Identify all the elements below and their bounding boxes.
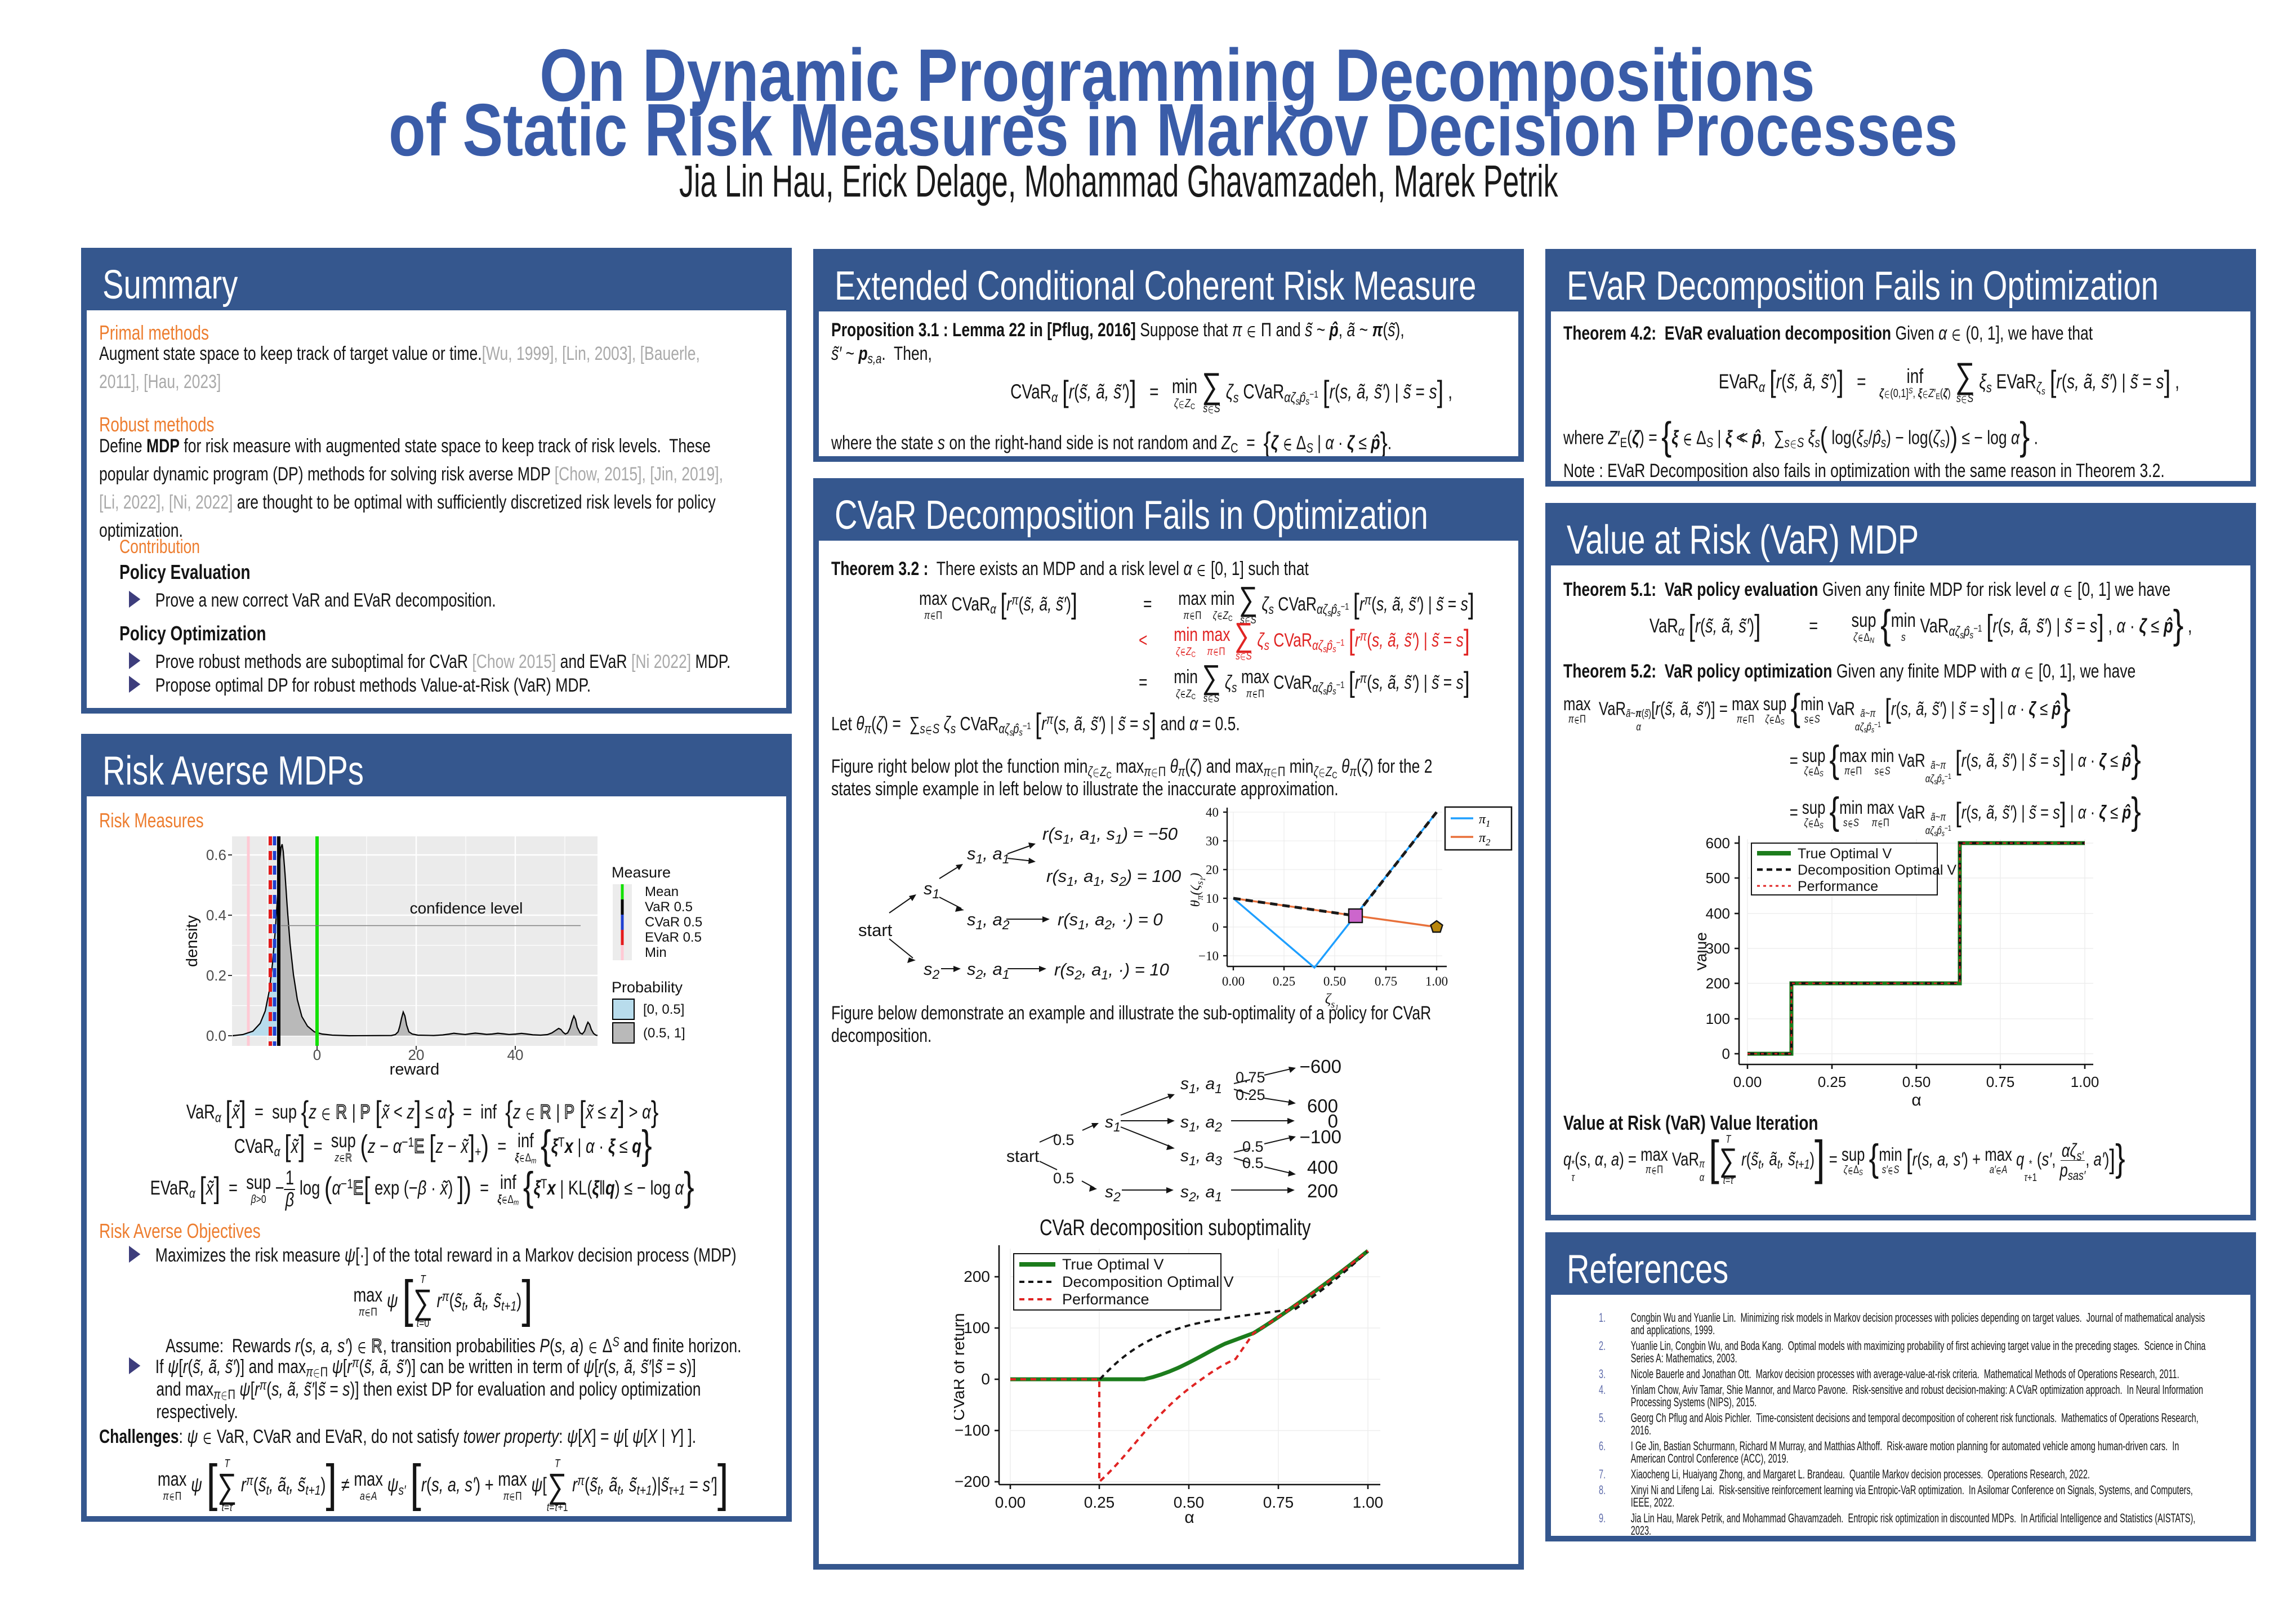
svg-text:100: 100 — [964, 1319, 990, 1336]
svg-text:300: 300 — [1706, 940, 1730, 957]
svg-text:0.5: 0.5 — [1053, 1170, 1075, 1187]
svg-text:Decomposition Optimal V: Decomposition Optimal V — [1062, 1273, 1234, 1290]
svg-text:s1: s1 — [924, 879, 939, 901]
svg-text:0.25: 0.25 — [1818, 1073, 1847, 1090]
svg-text:500: 500 — [1706, 870, 1730, 886]
svg-text:(0.5, 1]: (0.5, 1] — [643, 1026, 685, 1041]
svg-text:0.75: 0.75 — [1986, 1073, 2015, 1090]
svg-text:s1, a2: s1, a2 — [967, 910, 1010, 932]
svg-text:s2, a1: s2, a1 — [967, 959, 1010, 982]
svg-text:400: 400 — [1706, 905, 1730, 922]
svg-text:Min: Min — [645, 945, 667, 960]
svg-text:200: 200 — [964, 1268, 990, 1285]
svg-text:s1, a3: s1, a3 — [1180, 1147, 1222, 1168]
svg-text:Performance: Performance — [1798, 879, 1878, 894]
svg-text:400: 400 — [1307, 1157, 1338, 1178]
svg-text:600: 600 — [1706, 835, 1730, 852]
svg-text:−10: −10 — [1198, 949, 1219, 963]
svg-text:0: 0 — [1328, 1111, 1338, 1131]
svg-text:20: 20 — [408, 1046, 425, 1063]
svg-text:0.00: 0.00 — [995, 1494, 1026, 1511]
svg-text:Value: Value — [1697, 932, 1710, 972]
svg-text:40: 40 — [507, 1046, 524, 1063]
svg-text:s1, a1: s1, a1 — [967, 844, 1010, 866]
svg-text:0.5: 0.5 — [1053, 1131, 1075, 1148]
svg-text:α: α — [1911, 1091, 1921, 1109]
svg-text:20: 20 — [1206, 863, 1219, 877]
svg-text:Probability: Probability — [612, 979, 683, 996]
svg-text:40: 40 — [1206, 805, 1219, 819]
svg-text:s2, a1: s2, a1 — [1180, 1183, 1222, 1204]
svg-text:200: 200 — [1307, 1180, 1338, 1201]
svg-text:0.50: 0.50 — [1902, 1073, 1931, 1090]
svg-text:1.00: 1.00 — [1353, 1494, 1384, 1511]
svg-text:0.75: 0.75 — [1236, 1069, 1265, 1086]
svg-text:600: 600 — [1307, 1095, 1338, 1116]
svg-text:−600: −600 — [1300, 1056, 1341, 1077]
svg-text:VaR 0.5: VaR 0.5 — [645, 899, 693, 915]
svg-text:0.25: 0.25 — [1273, 974, 1295, 988]
svg-text:200: 200 — [1706, 975, 1730, 992]
svg-text:reward: reward — [390, 1060, 440, 1079]
svg-text:0.75: 0.75 — [1263, 1494, 1294, 1511]
svg-text:0.75: 0.75 — [1375, 974, 1397, 988]
svg-text:0.2: 0.2 — [206, 967, 226, 984]
svg-text:10: 10 — [1206, 892, 1219, 906]
svg-text:CVaR 0.5: CVaR 0.5 — [645, 915, 702, 930]
svg-text:0: 0 — [981, 1370, 990, 1388]
svg-text:Performance: Performance — [1062, 1291, 1149, 1308]
svg-text:Measure: Measure — [612, 864, 671, 881]
svg-text:0: 0 — [1212, 920, 1219, 934]
svg-text:α: α — [1184, 1508, 1194, 1523]
svg-text:s2: s2 — [924, 959, 940, 982]
svg-text:start: start — [1006, 1147, 1040, 1166]
svg-text:s2: s2 — [1105, 1183, 1121, 1204]
svg-text:1.00: 1.00 — [2071, 1073, 2099, 1090]
svg-text:0.0: 0.0 — [206, 1027, 226, 1044]
svg-text:r(s1, a1, s1) = −50: r(s1, a1, s1) = −50 — [1042, 824, 1178, 846]
svg-text:−100: −100 — [955, 1422, 990, 1439]
svg-text:0.5: 0.5 — [1242, 1138, 1264, 1155]
svg-text:−200: −200 — [955, 1473, 990, 1490]
svg-text:0.5: 0.5 — [1242, 1155, 1264, 1171]
svg-text:s1, a2: s1, a2 — [1180, 1113, 1222, 1134]
svg-text:0.4: 0.4 — [206, 907, 226, 924]
svg-text:s1: s1 — [1105, 1113, 1121, 1134]
svg-text:Decomposition Optimal V: Decomposition Optimal V — [1798, 862, 1956, 878]
svg-text:[0, 0.5]: [0, 0.5] — [643, 1002, 684, 1017]
svg-text:0.25: 0.25 — [1236, 1086, 1265, 1103]
svg-text:0.50: 0.50 — [1323, 974, 1346, 988]
svg-text:0: 0 — [1722, 1045, 1730, 1062]
svg-text:True Optimal V: True Optimal V — [1062, 1256, 1164, 1273]
svg-text:θπ(ζs1): θπ(ζs1) — [1191, 873, 1207, 907]
svg-text:r(s1, a1, s2) = 100: r(s1, a1, s2) = 100 — [1046, 866, 1181, 889]
svg-text:0.50: 0.50 — [1174, 1494, 1205, 1511]
svg-text:CVaR of return: CVaR of return — [954, 1313, 968, 1420]
svg-text:1.00: 1.00 — [1425, 974, 1448, 988]
svg-text:start: start — [858, 920, 893, 940]
svg-text:Mean: Mean — [645, 884, 679, 899]
svg-text:0: 0 — [313, 1046, 321, 1063]
svg-text:confidence level: confidence level — [410, 899, 523, 917]
svg-text:−100: −100 — [1300, 1126, 1341, 1147]
svg-text:0.6: 0.6 — [206, 846, 226, 863]
svg-text:0.00: 0.00 — [1733, 1073, 1762, 1090]
svg-text:r(s2, a1, ·) = 10: r(s2, a1, ·) = 10 — [1054, 960, 1169, 982]
svg-text:0.00: 0.00 — [1222, 974, 1245, 988]
svg-text:EVaR 0.5: EVaR 0.5 — [645, 930, 702, 945]
svg-text:s1, a1: s1, a1 — [1180, 1075, 1222, 1096]
svg-text:0.25: 0.25 — [1084, 1494, 1115, 1511]
svg-text:30: 30 — [1206, 834, 1219, 848]
svg-text:density: density — [186, 915, 201, 967]
svg-text:r(s1, a2, ·) = 0: r(s1, a2, ·) = 0 — [1058, 910, 1163, 932]
svg-text:100: 100 — [1706, 1010, 1730, 1027]
svg-text:True Optimal V: True Optimal V — [1798, 846, 1892, 862]
